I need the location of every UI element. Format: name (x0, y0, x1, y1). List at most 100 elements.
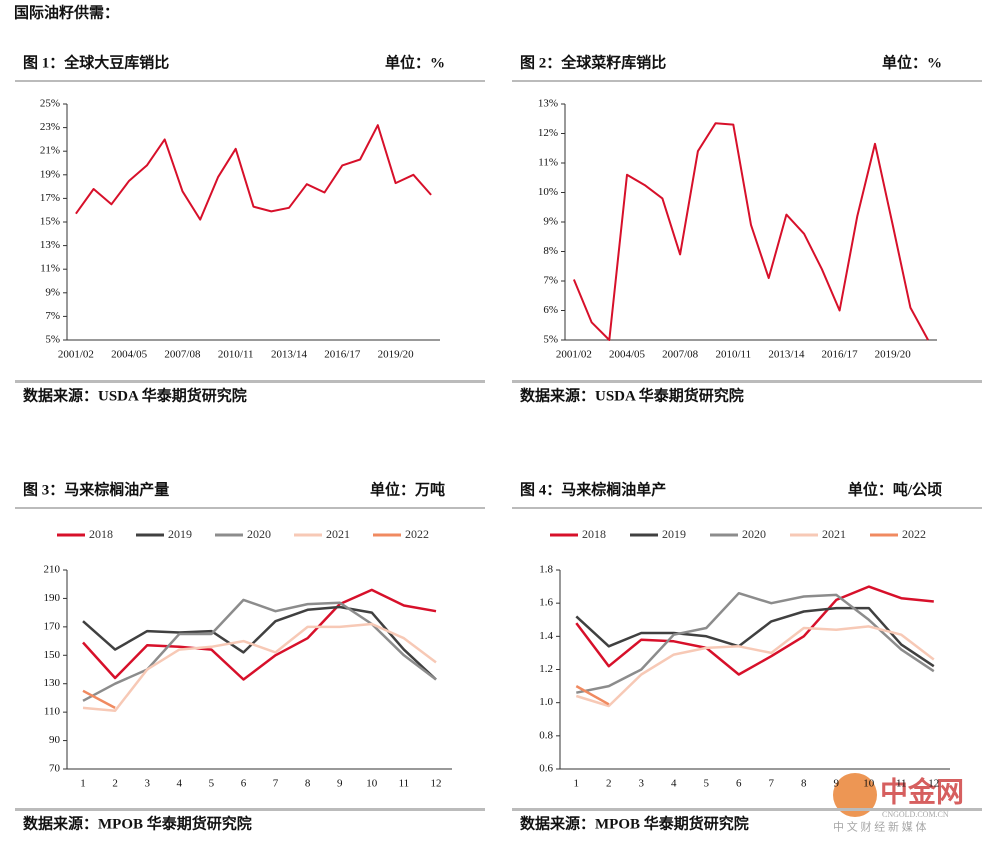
y-tick-label: 1.6 (539, 597, 553, 609)
x-tick-label: 11 (399, 778, 410, 790)
legend-label: 2018 (89, 527, 113, 541)
y-tick-label: 9% (45, 286, 60, 298)
source-rule (15, 380, 485, 383)
watermark-name: 中金网 (880, 775, 964, 808)
x-tick-label: 2016/17 (822, 349, 859, 361)
chart-title: 图 4：马来棕榈油单产 (520, 480, 666, 498)
y-tick-label: 21% (40, 145, 60, 157)
y-tick-label: 1.8 (539, 564, 553, 576)
source: 数据来源：USDA 华泰期货研究院 (520, 386, 744, 404)
watermark-logo (833, 773, 877, 817)
y-tick-label: 9% (543, 216, 558, 228)
x-tick-label: 11 (896, 778, 907, 790)
x-tick-label: 1 (80, 778, 86, 790)
y-tick-label: 13% (538, 98, 558, 110)
x-tick-label: 2019/20 (378, 349, 415, 361)
line (575, 606, 935, 668)
x-tick-label: 4 (671, 778, 677, 790)
y-tick-label: 0.6 (539, 763, 553, 775)
y-tick-label: 17% (40, 192, 60, 204)
title-rule (512, 80, 982, 82)
y-tick-label: 15% (40, 216, 60, 228)
unit-label: 单位：% (882, 53, 942, 71)
heading: 国际油籽供需： (14, 3, 119, 21)
line (82, 588, 437, 681)
legend-label: 2018 (582, 527, 606, 541)
source: 数据来源：USDA 华泰期货研究院 (23, 386, 247, 404)
y-tick-label: 190 (44, 592, 61, 604)
chart-title: 图 2：全球菜籽库销比 (520, 53, 666, 71)
x-tick-label: 8 (305, 778, 311, 790)
x-tick-label: 6 (241, 778, 247, 790)
y-tick-label: 5% (543, 334, 558, 346)
y-tick-label: 5% (45, 334, 60, 346)
x-tick-label: 2004/05 (609, 349, 646, 361)
watermark: 中金网 CNGOLD.COM.CN 中 文 财 经 新 媒 体 (833, 773, 964, 834)
legend-label: 2020 (247, 527, 271, 541)
x-tick-label: 2004/05 (111, 349, 148, 361)
y-tick-label: 210 (44, 564, 61, 576)
source: 数据来源：MPOB 华泰期货研究院 (520, 814, 749, 832)
y-tick-label: 12% (538, 127, 558, 139)
y-tick-label: 23% (40, 121, 60, 133)
x-tick-label: 5 (704, 778, 710, 790)
watermark-tagline: 中 文 财 经 新 媒 体 (833, 820, 927, 834)
source: 数据来源：MPOB 华泰期货研究院 (23, 814, 252, 832)
line (82, 622, 437, 712)
x-tick-label: 10 (366, 778, 378, 790)
y-tick-label: 19% (40, 168, 60, 180)
line (82, 605, 437, 681)
chart-title: 图 3：马来棕榈油产量 (23, 480, 169, 498)
x-tick-label: 10 (863, 778, 875, 790)
legend-label: 2020 (742, 527, 766, 541)
y-tick-label: 1.4 (539, 630, 553, 642)
line (572, 122, 929, 341)
line (575, 625, 935, 708)
legend-label: 2021 (822, 527, 846, 541)
title-rule (512, 507, 982, 509)
line (575, 585, 934, 676)
x-tick-label: 4 (177, 778, 183, 790)
legend-label: 2022 (405, 527, 429, 541)
source-rule (512, 380, 982, 383)
y-tick-label: 13% (40, 239, 60, 251)
x-tick-label: 2013/14 (271, 349, 308, 361)
x-tick-label: 2001/02 (58, 349, 94, 361)
source-rule (15, 808, 485, 811)
y-tick-label: 11% (40, 263, 60, 275)
x-tick-label: 2 (112, 778, 118, 790)
legend-label: 2021 (326, 527, 350, 541)
title-rule (15, 507, 485, 509)
x-tick-label: 7 (273, 778, 279, 790)
y-tick-label: 70 (49, 763, 61, 775)
legend-label: 2019 (662, 527, 686, 541)
x-tick-label: 2019/20 (875, 349, 912, 361)
y-tick-label: 1.0 (539, 696, 553, 708)
y-tick-label: 25% (40, 98, 60, 110)
unit-label: 单位：吨/公顷 (848, 480, 942, 498)
y-tick-label: 1.2 (539, 663, 553, 675)
x-tick-label: 3 (639, 778, 645, 790)
x-tick-label: 12 (430, 778, 441, 790)
line (75, 124, 432, 221)
y-tick-label: 0.8 (539, 729, 553, 741)
x-tick-label: 2007/08 (164, 349, 201, 361)
y-tick-label: 90 (49, 734, 61, 746)
x-tick-label: 2016/17 (324, 349, 361, 361)
y-tick-label: 130 (44, 677, 61, 689)
x-tick-label: 7 (769, 778, 775, 790)
unit-label: 单位：% (385, 53, 445, 71)
source-rule (512, 808, 982, 811)
legend-label: 2019 (168, 527, 192, 541)
title-rule (15, 80, 485, 82)
y-tick-label: 11% (538, 157, 558, 169)
line (576, 591, 935, 694)
watermark-url: CNGOLD.COM.CN (882, 810, 949, 819)
x-tick-label: 2013/14 (768, 349, 805, 361)
y-tick-label: 10% (538, 186, 558, 198)
y-tick-label: 7% (543, 275, 558, 287)
x-tick-label: 3 (144, 778, 150, 790)
y-tick-label: 150 (44, 649, 61, 661)
x-tick-label: 2001/02 (556, 349, 592, 361)
